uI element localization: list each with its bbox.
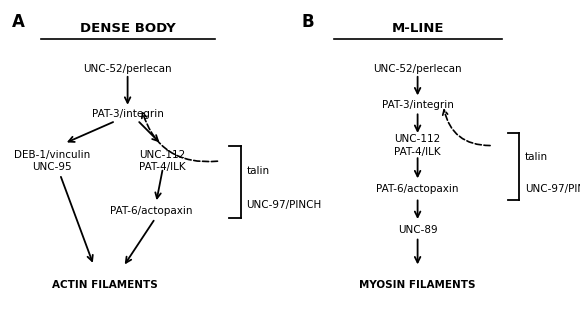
Text: PAT-6/actopaxin: PAT-6/actopaxin	[110, 206, 192, 216]
Text: talin: talin	[525, 151, 548, 162]
Text: MYOSIN FILAMENTS: MYOSIN FILAMENTS	[360, 280, 476, 290]
Text: B: B	[302, 13, 314, 31]
Text: PAT-3/integrin: PAT-3/integrin	[382, 100, 454, 110]
Text: PAT-6/actopaxin: PAT-6/actopaxin	[376, 184, 459, 194]
Text: ACTIN FILAMENTS: ACTIN FILAMENTS	[52, 280, 157, 290]
Text: UNC-97/PINCH: UNC-97/PINCH	[246, 200, 322, 210]
Text: PAT-3/integrin: PAT-3/integrin	[92, 109, 164, 119]
Text: A: A	[12, 13, 24, 31]
Text: UNC-89: UNC-89	[398, 225, 437, 235]
Text: M-LINE: M-LINE	[392, 22, 444, 35]
Text: DEB-1/vinculin
UNC-95: DEB-1/vinculin UNC-95	[14, 150, 90, 172]
Text: talin: talin	[246, 166, 270, 176]
Text: DENSE BODY: DENSE BODY	[79, 22, 176, 35]
Text: UNC-52/perlecan: UNC-52/perlecan	[84, 64, 172, 74]
Text: UNC-112
PAT-4/ILK: UNC-112 PAT-4/ILK	[394, 134, 441, 157]
Text: UNC-97/PINCH: UNC-97/PINCH	[525, 184, 580, 194]
Text: UNC-52/perlecan: UNC-52/perlecan	[374, 64, 462, 74]
Text: UNC-112
PAT-4/ILK: UNC-112 PAT-4/ILK	[139, 150, 186, 172]
